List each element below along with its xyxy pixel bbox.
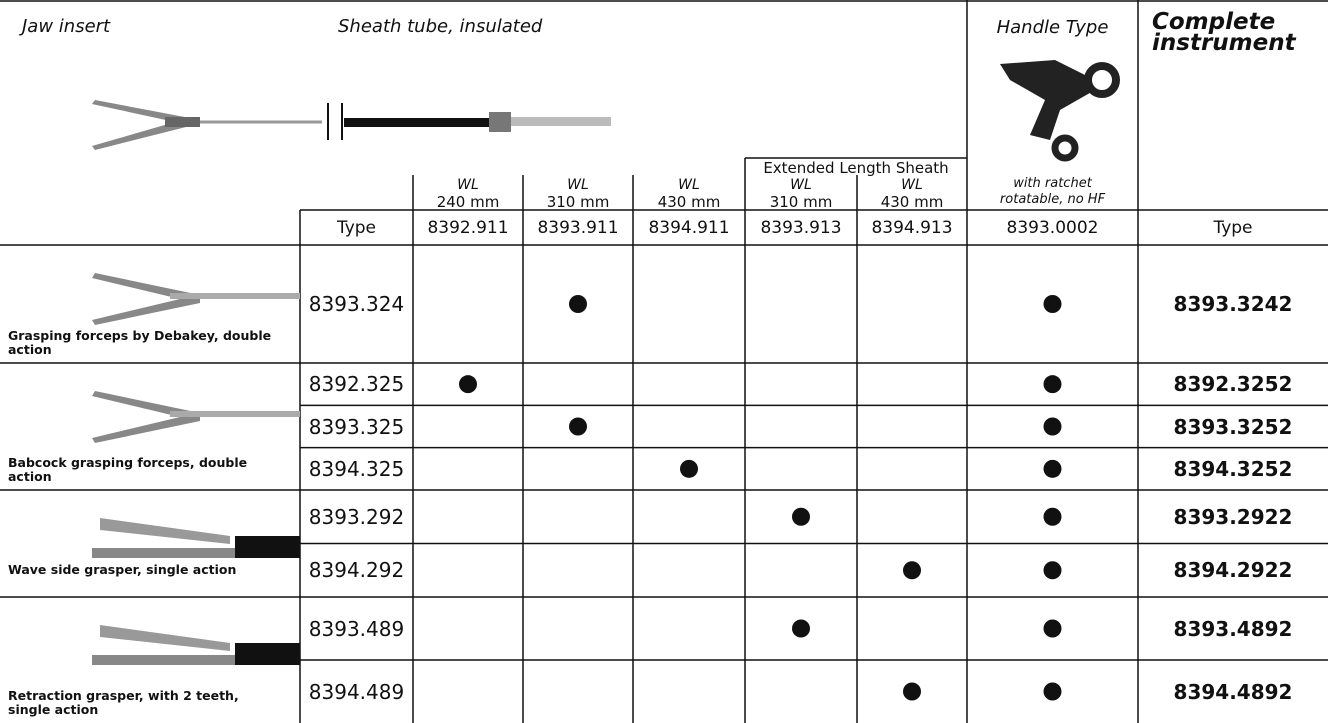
sheath-length: 430 mm — [880, 193, 944, 211]
jaw-insert-type: 8393.489 — [308, 616, 405, 641]
jaw-insert-type: 8394.325 — [308, 456, 405, 481]
instrument-drawing — [100, 518, 230, 544]
sheath-type: 8394.911 — [648, 218, 730, 238]
instrument-drawing — [92, 273, 200, 325]
sheath-type: 8392.911 — [427, 218, 509, 238]
complete-type: 8393.3242 — [1173, 292, 1293, 316]
instrument-drawing — [170, 411, 300, 417]
instrument-drawing — [92, 548, 242, 558]
jaw-insert-heading: Jaw insert — [22, 16, 111, 37]
dot — [1043, 295, 1062, 313]
complete-type: 8394.4892 — [1173, 679, 1293, 704]
handle-type-number: 8393.0002 — [1006, 218, 1099, 238]
dot — [792, 507, 810, 526]
complete-heading: Complete instrument — [1152, 9, 1296, 56]
header-instrument — [92, 100, 611, 150]
jaw-insert-type: 8394.292 — [308, 558, 405, 583]
group-name: Babcock grasping forceps, double action — [8, 455, 248, 484]
instrument-drawing — [235, 536, 300, 558]
handle-drawing — [1000, 60, 1120, 162]
dot — [569, 417, 587, 436]
jaw-insert-type: 8392.325 — [308, 372, 405, 397]
sheath-length: 310 mm — [546, 193, 610, 211]
sheath-wl: WL — [678, 177, 700, 193]
sheath-wl: WL — [901, 177, 923, 193]
group-name: Retraction grasper, with 2 teeth, single… — [8, 688, 239, 717]
complete-type: 8394.2922 — [1173, 558, 1293, 583]
type-label: Type — [336, 218, 377, 238]
instrument-drawing — [92, 655, 242, 665]
extended-heading: Extended Length Sheath — [763, 159, 949, 177]
complete-type: 8392.3252 — [1173, 372, 1293, 397]
jaw-insert-type: 8393.324 — [308, 292, 405, 316]
jaw-insert-type: 8393.325 — [308, 414, 405, 439]
handle-heading: Handle Type — [996, 17, 1109, 38]
sheath-length: 240 mm — [436, 193, 500, 211]
sheath-length: 310 mm — [769, 193, 833, 211]
instrument-drawing — [235, 643, 300, 665]
sheath-wl: WL — [790, 177, 812, 193]
sheath-wl: WL — [567, 177, 589, 193]
sheath-type: 8393.913 — [760, 218, 842, 238]
dot — [459, 375, 477, 394]
dot — [1043, 459, 1062, 478]
dot — [1043, 619, 1062, 638]
instrument-drawing — [100, 625, 230, 651]
instrument-drawing — [92, 391, 200, 443]
dot — [903, 561, 921, 580]
dot — [1043, 375, 1062, 394]
dot — [1043, 561, 1062, 580]
dot — [680, 459, 698, 478]
complete-type-label: Type — [1213, 218, 1253, 238]
jaw-insert-type: 8394.489 — [308, 679, 405, 704]
complete-type: 8393.4892 — [1173, 616, 1293, 641]
complete-type: 8393.3252 — [1173, 414, 1293, 439]
handle-note: with ratchet — [1013, 176, 1092, 191]
dot — [1043, 507, 1062, 526]
sheath-wl: WL — [457, 177, 479, 193]
jaw-insert-type: 8393.292 — [308, 504, 405, 529]
handle-note: rotatable, no HF — [999, 192, 1106, 207]
dot — [1043, 417, 1062, 436]
complete-type: 8394.3252 — [1173, 456, 1293, 481]
sheath-type: 8394.913 — [871, 218, 953, 238]
sheath-type: 8393.911 — [537, 218, 619, 238]
dot — [903, 682, 921, 701]
instrument-drawing — [170, 293, 300, 299]
group-name: Grasping forceps by Debakey, double acti… — [8, 328, 272, 357]
sheath-length: 430 mm — [657, 193, 721, 211]
dot — [792, 619, 810, 638]
dot — [1043, 682, 1062, 701]
complete-type: 8393.2922 — [1173, 504, 1293, 529]
group-name: Wave side grasper, single action — [8, 562, 237, 577]
dot — [569, 295, 587, 313]
sheath-heading: Sheath tube, insulated — [338, 16, 543, 37]
